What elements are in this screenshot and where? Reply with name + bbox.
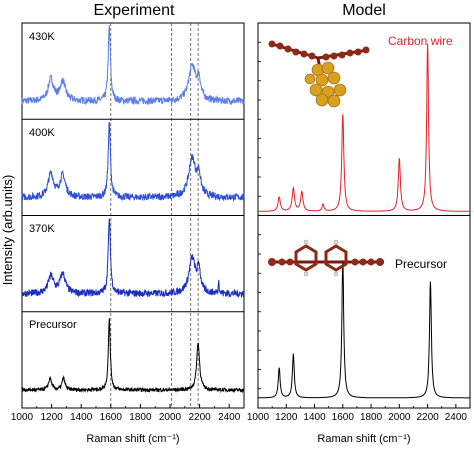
- series-label-precursor-model: Precursor: [395, 257, 447, 271]
- model-series: [258, 43, 470, 399]
- experiment-x-tick-label: 1200: [40, 412, 63, 423]
- y-axis-label: Intensity (arb.units): [0, 175, 15, 286]
- carbon-wire-molecule-image: [268, 40, 370, 108]
- experiment-line-precursor: [21, 318, 245, 394]
- experiment-series: [21, 25, 245, 394]
- experiment-x-tick-label: 2400: [218, 412, 241, 423]
- series-label-430k: 430K: [29, 31, 55, 43]
- model-x-tick-label: 1000: [247, 412, 270, 423]
- model-line-precursor: [258, 260, 470, 399]
- experiment-x-tick-label: 1600: [100, 412, 123, 423]
- experiment-line-430k: [21, 25, 245, 106]
- model-x-tick-label: 1400: [303, 412, 326, 423]
- experiment-x-tick-label: 2200: [188, 412, 211, 423]
- model-line-carbon-wire: [258, 43, 470, 212]
- model-x-tick-label: 1200: [275, 412, 298, 423]
- experiment-line-370k: [21, 218, 245, 299]
- experiment-x-tick-label: 2000: [159, 412, 182, 423]
- experiment-x-tick-label: 1400: [70, 412, 93, 423]
- experiment-line-400k: [21, 121, 245, 202]
- series-label-400k: 400K: [29, 127, 55, 139]
- model-title: Model: [342, 2, 386, 19]
- precursor-molecule-image: [268, 239, 384, 277]
- model-x-tick-label: 1800: [360, 412, 383, 423]
- series-label-carbon-wire: Carbon wire: [388, 34, 453, 48]
- experiment-x-tick-label: 1000: [11, 412, 34, 423]
- series-label-precursor-exp: Precursor: [29, 319, 77, 331]
- model-x-tick-label: 1600: [332, 412, 355, 423]
- model-x-tick-label: 2200: [416, 412, 439, 423]
- experiment-x-tick-label: 1800: [129, 412, 152, 423]
- model-x-axis-label: Raman shift (cm⁻¹): [317, 433, 410, 445]
- axis-ticks: 1000 1200 1400 1600 1800 2000 2200 2400 1000 1200…: [11, 41, 468, 423]
- model-x-tick-label: 2400: [445, 412, 468, 423]
- experiment-x-axis-label: Raman shift (cm⁻¹): [86, 433, 179, 445]
- experiment-title: Experiment: [94, 2, 175, 19]
- model-x-tick-label: 2000: [388, 412, 411, 423]
- series-label-370k: 370K: [29, 223, 55, 235]
